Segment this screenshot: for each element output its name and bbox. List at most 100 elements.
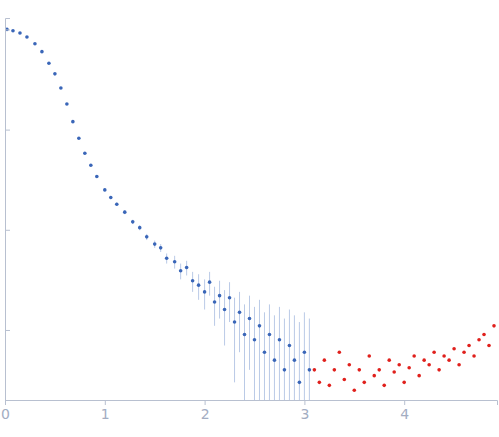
point	[179, 269, 183, 273]
error-bar	[264, 312, 265, 400]
y-axis-line	[6, 19, 11, 401]
point	[303, 350, 307, 354]
error-bar	[284, 319, 285, 400]
error-bar	[254, 307, 255, 400]
error-bar	[304, 312, 305, 400]
x-tick-mark	[304, 400, 305, 405]
point	[248, 317, 252, 321]
point	[145, 235, 149, 239]
series	[5, 28, 311, 400]
x-tick: 0	[1, 400, 10, 422]
x-tick-mark	[205, 400, 206, 405]
point	[437, 368, 441, 372]
error-bar	[229, 282, 230, 322]
error-bar	[234, 298, 235, 383]
x-axis-line	[6, 401, 498, 406]
point	[442, 354, 446, 358]
point	[417, 374, 421, 378]
point	[268, 333, 272, 337]
point	[318, 381, 322, 385]
point	[432, 350, 436, 354]
x-axis: 01234	[1, 400, 497, 422]
point	[138, 226, 142, 230]
point	[407, 366, 411, 370]
error-bar	[239, 292, 240, 352]
error-bar	[269, 304, 270, 400]
x-tick-label: 1	[101, 406, 110, 422]
y-tick	[5, 29, 10, 30]
series	[313, 324, 496, 392]
point	[253, 338, 257, 342]
point	[25, 35, 29, 39]
error-bar	[279, 307, 280, 400]
point	[59, 86, 63, 90]
point	[173, 260, 177, 264]
x-tick: 1	[101, 400, 110, 422]
point	[185, 266, 189, 270]
point	[243, 333, 247, 337]
marks	[5, 28, 496, 400]
point	[18, 31, 22, 35]
point	[338, 350, 342, 354]
point	[123, 210, 127, 214]
error-bar	[299, 322, 300, 400]
x-tick: 2	[201, 400, 210, 422]
x-tick-mark	[404, 400, 405, 405]
point	[387, 358, 391, 362]
point	[328, 384, 332, 388]
error-bar	[249, 296, 250, 370]
point	[372, 374, 376, 378]
error-bar	[214, 287, 215, 326]
error-bar	[274, 315, 275, 400]
point	[95, 175, 99, 179]
point	[65, 102, 69, 106]
point	[352, 388, 356, 392]
point	[447, 358, 451, 362]
error-bar	[259, 300, 260, 400]
point	[367, 354, 371, 358]
point	[53, 72, 57, 76]
y-tick-mark	[5, 330, 10, 331]
point	[223, 308, 227, 312]
point	[109, 196, 113, 200]
point	[412, 354, 416, 358]
point	[293, 358, 297, 362]
y-tick	[5, 130, 10, 131]
point	[348, 363, 352, 367]
error-bar	[294, 315, 295, 400]
point	[197, 283, 201, 287]
point	[457, 363, 461, 367]
error-bar	[309, 319, 310, 400]
point	[397, 363, 401, 367]
point	[228, 296, 232, 300]
point	[308, 368, 312, 372]
point	[298, 381, 302, 385]
point	[165, 256, 169, 260]
point	[131, 220, 135, 224]
error-bar	[289, 310, 290, 400]
error-bar	[224, 290, 225, 345]
x-tick-label: 0	[1, 406, 10, 422]
point	[357, 368, 361, 372]
error-bar	[204, 279, 205, 309]
point	[278, 338, 282, 342]
point	[258, 324, 262, 328]
point	[377, 368, 381, 372]
point	[47, 61, 51, 65]
point	[382, 384, 386, 388]
y-tick-mark	[5, 230, 10, 231]
point	[487, 344, 491, 348]
point	[203, 290, 207, 294]
x-tick: 3	[300, 400, 309, 422]
plot: 01234	[1, 19, 497, 422]
point	[323, 358, 327, 362]
error-bar	[219, 281, 220, 319]
point	[273, 358, 277, 362]
point	[83, 152, 87, 156]
point	[283, 368, 287, 372]
point	[343, 378, 347, 382]
y-tick	[5, 330, 10, 331]
y-tick	[5, 230, 10, 231]
x-tick-label: 2	[201, 406, 210, 422]
point	[33, 42, 37, 46]
